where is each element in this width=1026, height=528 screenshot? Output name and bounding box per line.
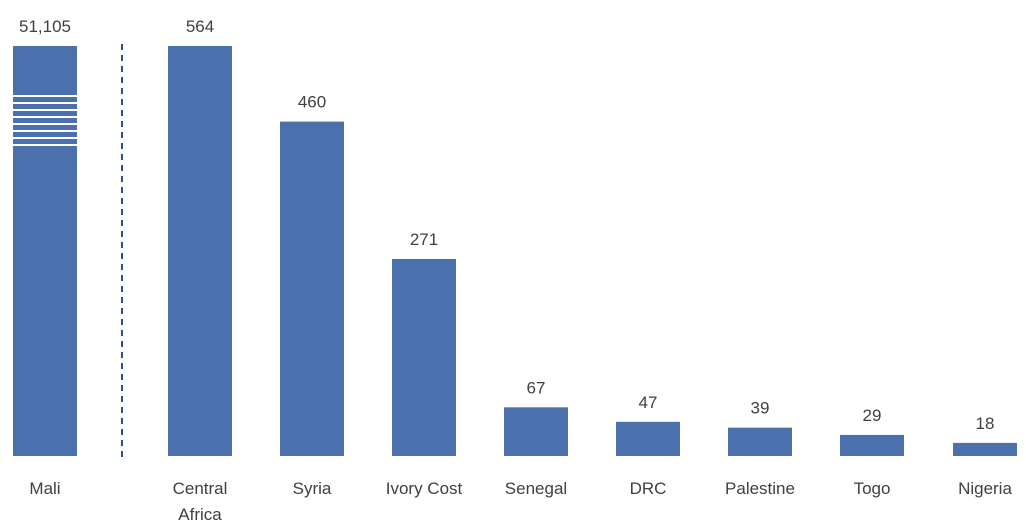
data-label-mali: 51,105 [19,17,71,36]
bar-senegal [504,407,568,456]
bars-layer [13,46,1017,456]
bar-nigeria [953,442,1017,456]
labels-layer: 51,105 Mali 564 Central Africa 460 Syria 271 Ivo… [19,17,1012,524]
tick-label-palestine: Palestine [725,479,795,498]
bar-drc [616,421,680,456]
data-label-ivory-cost: 271 [410,230,438,249]
data-label-drc: 47 [639,393,658,412]
data-label-nigeria: 18 [976,414,995,433]
bar-palestine [728,427,792,456]
tick-label-ivory-cost: Ivory Cost [386,479,463,498]
bar-mali [13,46,77,456]
tick-label-nigeria: Nigeria [958,479,1012,498]
data-label-syria: 460 [298,93,326,112]
data-label-palestine: 39 [751,399,770,418]
tick-label-central-africa: Central Africa [173,479,228,524]
data-label-togo: 29 [863,406,882,425]
bar-togo [840,434,904,456]
data-label-central-africa: 564 [186,17,214,36]
tick-label-togo: Togo [854,479,891,498]
tick-label-mali: Mali [29,479,60,498]
tick-label-drc: DRC [630,479,667,498]
tick-label-syria: Syria [293,479,332,498]
tick-label-senegal: Senegal [505,479,567,498]
data-label-senegal: 67 [527,378,546,397]
bar-syria [280,121,344,456]
bar-ivory-cost [392,258,456,456]
bar-central-africa [168,46,232,456]
